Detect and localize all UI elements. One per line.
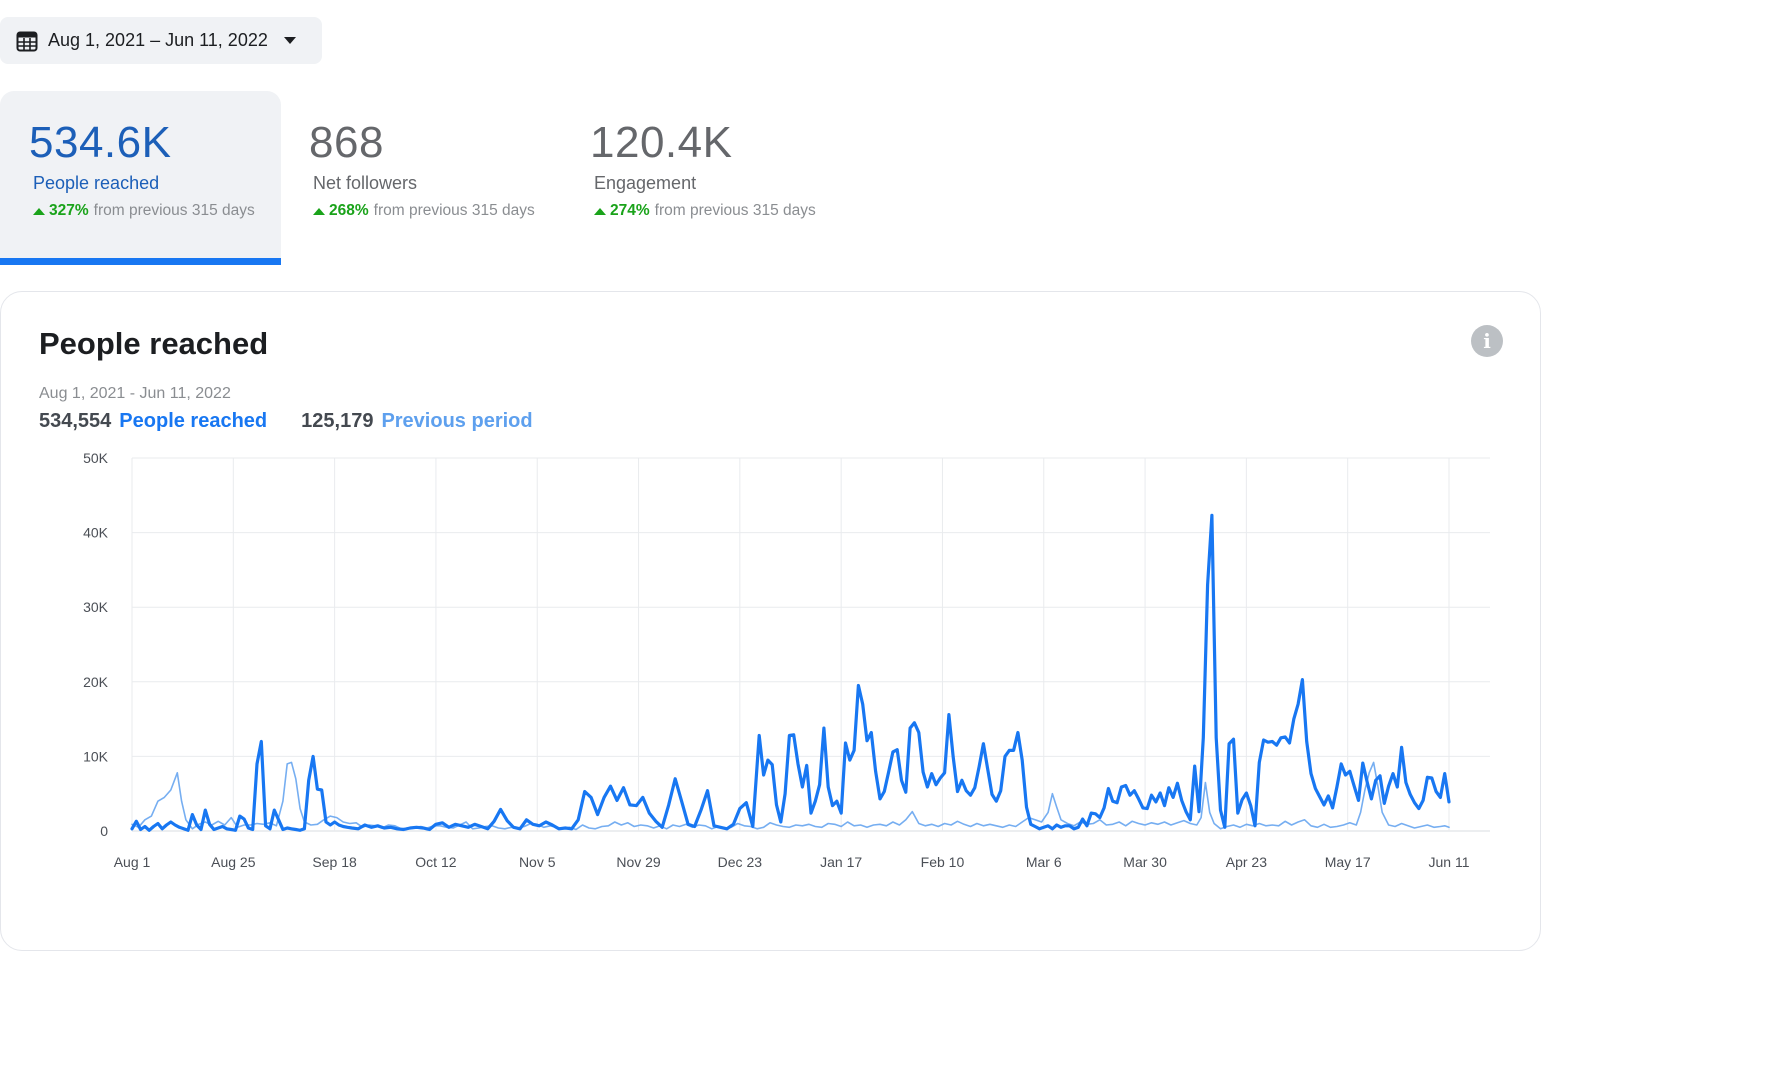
caret-down-icon <box>283 37 296 44</box>
y-tick-label: 30K <box>83 599 109 615</box>
y-tick-label: 20K <box>83 674 109 690</box>
x-tick-label: Feb 10 <box>921 854 965 870</box>
y-tick-label: 0 <box>100 823 108 839</box>
metric-label: Engagement <box>594 173 697 193</box>
change-percent: 274% <box>610 202 650 219</box>
metric-tab-engagement[interactable]: 120.4K Engagement 274% from previous 315… <box>561 91 842 265</box>
x-tick-label: Mar 30 <box>1123 854 1167 870</box>
x-tick-label: Apr 23 <box>1226 854 1267 870</box>
chart-legend: 534,554 People reached 125,179 Previous … <box>39 410 533 433</box>
y-tick-label: 50K <box>83 450 109 466</box>
x-tick-label: Mar 6 <box>1026 854 1062 870</box>
y-tick-label: 10K <box>83 748 109 764</box>
chart-title: People reached <box>39 326 269 361</box>
x-tick-label: Sep 18 <box>312 854 357 870</box>
legend-total-people-reached: 534,554 <box>39 410 112 432</box>
x-tick-label: May 17 <box>1325 854 1371 870</box>
calendar-icon <box>16 31 38 51</box>
x-tick-label: Nov 29 <box>616 854 661 870</box>
series-line-people-reached <box>130 513 1451 832</box>
x-tick-label: Nov 5 <box>519 854 556 870</box>
metric-tab-people-reached[interactable]: 534.6K People reached 327% from previous… <box>0 91 281 265</box>
x-tick-label: Jan 17 <box>820 854 862 870</box>
metric-change: 274% from previous 315 days <box>594 202 842 220</box>
date-range-label: Aug 1, 2021 – Jun 11, 2022 <box>48 30 268 50</box>
legend-total-previous-period: 125,179 <box>301 410 374 432</box>
arrow-up-icon <box>33 207 45 215</box>
x-tick-label: Oct 12 <box>415 854 456 870</box>
x-tick-label: Dec 23 <box>718 854 763 870</box>
arrow-up-icon <box>594 207 606 215</box>
y-tick-label: 40K <box>83 525 109 541</box>
change-text: from previous 315 days <box>373 202 535 219</box>
chart-card: People reached i Aug 1, 2021 - Jun 11, 2… <box>0 291 1541 951</box>
metric-value: 120.4K <box>590 118 733 167</box>
change-percent: 268% <box>329 202 369 219</box>
x-tick-label: Jun 11 <box>1429 854 1470 870</box>
metric-tab-net-followers[interactable]: 868 Net followers 268% from previous 315… <box>280 91 561 265</box>
metric-change: 327% from previous 315 days <box>33 202 281 220</box>
arrow-up-icon <box>313 207 325 215</box>
metric-label: Net followers <box>313 173 418 193</box>
info-icon[interactable]: i <box>1471 325 1503 357</box>
series-line-previous-period <box>131 761 1450 831</box>
change-text: from previous 315 days <box>93 202 255 219</box>
legend-label-people-reached: People reached <box>119 410 268 432</box>
metric-label: People reached <box>33 173 160 193</box>
x-tick-label: Aug 25 <box>211 854 256 870</box>
metric-value: 534.6K <box>29 118 172 167</box>
metric-change: 268% from previous 315 days <box>313 202 561 220</box>
chart-date-range: Aug 1, 2021 - Jun 11, 2022 <box>39 385 231 402</box>
change-percent: 327% <box>49 202 89 219</box>
x-tick-label: Aug 1 <box>114 854 151 870</box>
date-range-button[interactable]: Aug 1, 2021 – Jun 11, 2022 <box>0 17 322 64</box>
metric-value: 868 <box>309 118 384 167</box>
change-text: from previous 315 days <box>654 202 816 219</box>
legend-label-previous-period: Previous period <box>381 410 533 432</box>
